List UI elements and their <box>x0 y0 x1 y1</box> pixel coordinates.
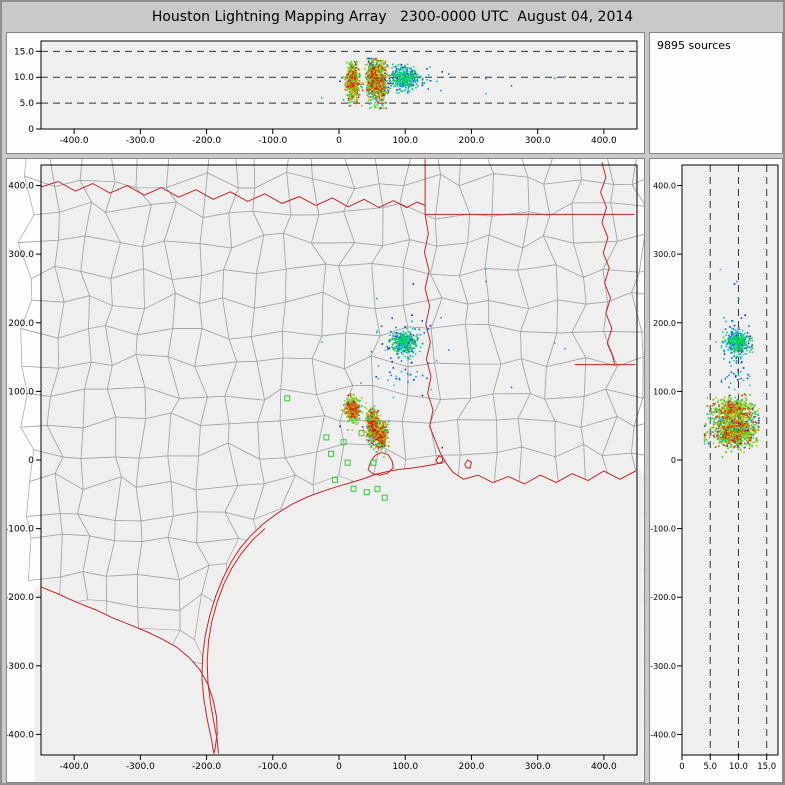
ew-axis-tick-label: 200.0 <box>459 136 485 146</box>
altitude-gridlines <box>709 165 768 755</box>
map-x-tick-label: -400.0 <box>60 762 89 772</box>
ew-axis-tick-label: -100.0 <box>258 136 287 146</box>
border-rio_grande <box>40 586 218 754</box>
map-y-tick-label: 300.0 <box>8 250 34 260</box>
map-x-tick-label: 200.0 <box>459 762 485 772</box>
lma-station-marker <box>284 395 291 402</box>
state-borders <box>40 159 636 754</box>
border-tx-la-sabine <box>423 214 446 462</box>
ew-axis-tick-label: 100.0 <box>392 136 418 146</box>
sources-count-label: 9895 sources <box>657 39 731 52</box>
map-x-tick-label: -300.0 <box>126 762 155 772</box>
lma-station-marker <box>340 439 347 446</box>
ew-axis-tick-label: 300.0 <box>525 136 551 146</box>
map-x-tick-label: 300.0 <box>525 762 551 772</box>
border-calcasieu-lake <box>464 459 472 469</box>
ew-axis-tick-label: -400.0 <box>60 136 89 146</box>
border-gulf_coast <box>201 460 636 754</box>
ew-axis-tick-label: 0 <box>336 136 342 146</box>
lma-station-marker <box>344 459 351 466</box>
altitude-axis-tick-label: 0 <box>679 762 684 772</box>
lma-station-marker <box>323 434 330 441</box>
altitude-axis-tick-label: 10.0 <box>729 762 748 772</box>
map-y-tick-label: -100.0 <box>7 525 34 535</box>
altitude-ns-panel: 0 5.0 10.0 15.0 400.0 300.0 200.0 100.0 0 -100.0 -… <box>649 158 783 783</box>
county-boundaries <box>17 159 644 782</box>
map-x-tick-label: -200.0 <box>192 762 221 772</box>
map-x-tick-label: 0 <box>336 762 342 772</box>
map-x-tick-label: 400.0 <box>591 762 617 772</box>
map-y-tick-label: -300.0 <box>7 662 34 672</box>
lma-station-marker <box>374 485 381 492</box>
altitude-ew-chart[interactable]: -400.0 -300.0 -200.0 -100.0 0 100.0 200.0 300.0… <box>7 33 644 153</box>
border-mississippi-river <box>600 162 615 365</box>
window-title: Houston Lightning Mapping Array 2300-000… <box>151 9 634 25</box>
map-y-tick-label: 400.0 <box>8 182 34 192</box>
lma-station-marker <box>381 494 388 501</box>
lma-station-marker <box>332 476 338 483</box>
altitude-axis-tick-label: 0 <box>28 125 34 135</box>
ns-axis-tick-label: 200.0 <box>653 319 676 328</box>
ns-axis-tick-label: 100.0 <box>653 387 676 396</box>
altitude-axis-tick-label: 5.0 <box>703 762 717 772</box>
ns-axis-tick-label: 0 <box>671 456 676 465</box>
altitude-gridlines <box>41 50 637 104</box>
altitude-ew-panel: -400.0 -300.0 -200.0 -100.0 0 100.0 200.0 300.0… <box>6 32 645 154</box>
map-y-tick-label: -400.0 <box>7 730 34 740</box>
lma-station-marker <box>328 450 335 457</box>
lma-station-marker <box>363 489 370 496</box>
gulf-of-mexico-water <box>201 461 644 782</box>
ew-axis-tick-label: -200.0 <box>192 136 221 146</box>
lightning-sources <box>703 268 760 458</box>
map-x-tick-label: 100.0 <box>392 762 418 772</box>
map-y-tick-label: 0 <box>28 456 34 466</box>
altitude-axis-tick-label: 10.0 <box>14 73 34 83</box>
ns-axis-tick-label: -300.0 <box>650 662 676 671</box>
map-x-tick-label: -100.0 <box>258 762 287 772</box>
ns-axis-tick-label: -400.0 <box>650 730 676 739</box>
border-galveston-bay <box>367 451 394 476</box>
lma-station-marker <box>350 485 357 492</box>
map-y-tick-label: 200.0 <box>8 319 34 329</box>
ew-axis-tick-label: -300.0 <box>126 136 155 146</box>
border-sabine-lake <box>435 455 444 464</box>
border-red-river-tx-ok <box>40 180 426 209</box>
altitude-axis-tick-label: 15.0 <box>757 762 776 772</box>
ns-axis-tick-label: -200.0 <box>650 593 676 602</box>
ew-axis-tick-label: 400.0 <box>591 136 617 146</box>
altitude-ew-plot-background <box>41 41 637 129</box>
mexico-region-mask <box>34 586 218 782</box>
border-barrier-islands <box>206 528 266 754</box>
ns-axis-tick-label: -100.0 <box>650 525 676 534</box>
altitude-axis-tick-label: 5.0 <box>20 99 35 109</box>
station-markers <box>284 395 388 501</box>
lightning-sources <box>320 57 566 110</box>
lma-station-marker <box>358 430 365 437</box>
ns-axis-tick-label: 300.0 <box>653 250 676 259</box>
altitude-ns-axes: 0 5.0 10.0 15.0 400.0 300.0 200.0 100.0 0 -100.0 -… <box>650 164 779 772</box>
lma-station-marker <box>370 459 377 466</box>
altitude-ew-axes: -400.0 -300.0 -200.0 -100.0 0 100.0 200.0 300.0… <box>14 40 638 146</box>
lightning-sources <box>320 268 566 458</box>
map-y-tick-label: -200.0 <box>7 593 34 603</box>
map-axes: -400.0 -300.0 -200.0 -100.0 0 100.0 200.0 300.0… <box>7 164 638 772</box>
ns-axis-tick-label: 400.0 <box>653 182 676 191</box>
altitude-ns-plot-background <box>682 165 778 755</box>
altitude-ns-chart[interactable]: 0 5.0 10.0 15.0 400.0 300.0 200.0 100.0 0 -100.0 -… <box>650 159 782 782</box>
sources-panel: 9895 sources <box>649 32 783 154</box>
map-y-tick-label: 100.0 <box>8 387 34 397</box>
altitude-axis-tick-label: 15.0 <box>14 47 34 57</box>
plan-view-chart[interactable]: -400.0 -300.0 -200.0 -100.0 0 100.0 200.0 300.0… <box>7 159 644 782</box>
plan-view-panel: -400.0 -300.0 -200.0 -100.0 0 100.0 200.0 300.0… <box>6 158 645 783</box>
